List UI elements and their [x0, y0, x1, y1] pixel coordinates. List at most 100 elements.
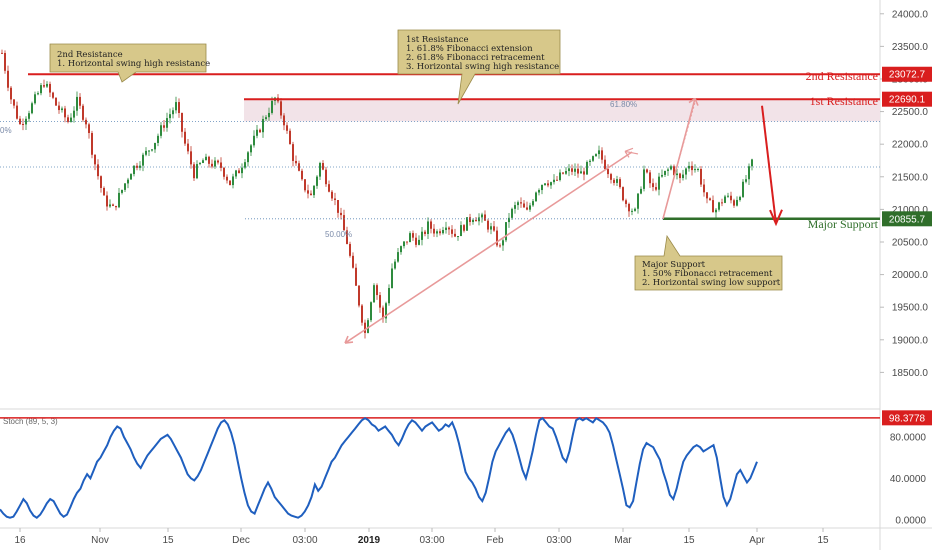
candle-body [157, 135, 159, 143]
candle-body [397, 252, 399, 262]
badge-major-support-bg [882, 211, 932, 227]
candle-body [664, 170, 666, 175]
price-axis: 18500.0 19000.0 19500.0 20000.0 20500.0 21000… [880, 9, 928, 379]
candle-body [193, 164, 195, 179]
candle-body [172, 110, 174, 115]
candle-body [163, 125, 165, 128]
candle-body [637, 193, 639, 209]
candle-body [547, 183, 549, 186]
price-tick-label: 24000.0 [892, 9, 929, 20]
stoch-tick-label: 0.0000 [895, 515, 926, 526]
candle-body [253, 135, 255, 146]
candle-body [28, 113, 30, 119]
candle-body [304, 179, 306, 191]
candle-body [697, 168, 699, 170]
candle-body [511, 208, 513, 218]
candle-body [46, 83, 48, 87]
candle-body [235, 170, 237, 177]
badge-major-support-value: 20855.7 [889, 214, 926, 225]
callout-1st-resistance-line-4: 3. Horizontal swing high resistance [406, 62, 559, 72]
candle-body [13, 99, 15, 106]
candle-body [25, 118, 27, 125]
callout-major-support-line-1: Major Support [642, 260, 706, 270]
candle-body [94, 154, 96, 165]
stoch-title: Stoch (89, 5, 3) [3, 417, 58, 426]
candle-body [97, 164, 99, 177]
candle-body [346, 230, 348, 244]
candle-body [73, 110, 75, 118]
candle-body [733, 200, 735, 206]
candle-body [202, 160, 204, 163]
fib-0-label: 0% [0, 126, 12, 135]
candle-body [220, 162, 222, 168]
candle-body [448, 227, 450, 230]
candle-body [583, 171, 585, 175]
candle-body [748, 166, 750, 180]
candle-body [475, 219, 477, 222]
candle-body [223, 167, 225, 177]
candle-body [550, 182, 552, 186]
candle-body [325, 169, 327, 185]
candle-body [592, 156, 594, 161]
candle-body [526, 207, 528, 210]
candle-body [319, 163, 321, 177]
candle-body [460, 225, 462, 237]
candle-body [244, 162, 246, 168]
candle-body [676, 173, 678, 176]
candle-body [517, 202, 519, 206]
candle-body [727, 195, 729, 197]
candle-body [250, 145, 252, 153]
candle-body [484, 214, 486, 221]
time-tick-label: 15 [683, 535, 695, 546]
candle-body [337, 200, 339, 213]
candle-body [205, 156, 207, 161]
candle-body [199, 162, 201, 165]
candle-body [478, 217, 480, 222]
candle-body [178, 102, 180, 113]
candle-body [514, 205, 516, 209]
red-projection-arrowhead [769, 209, 783, 227]
label-1st-resistance: 1st Resistance [810, 94, 878, 108]
label-2nd-resistance: 2nd Resistance [806, 69, 878, 83]
candle-body [646, 169, 648, 173]
price-tick-label: 20000.0 [892, 270, 929, 281]
candle-body [466, 217, 468, 231]
candle-body [394, 261, 396, 269]
candle-body [268, 112, 270, 118]
candle-body [643, 169, 645, 189]
badge-2nd-resistance-value: 23072.7 [889, 70, 926, 81]
candle-body [409, 233, 411, 243]
candle-body [247, 152, 249, 163]
candle-body [367, 320, 369, 333]
candle-body [286, 125, 288, 131]
candle-body [76, 96, 78, 111]
candle-body [208, 156, 210, 164]
candle-body [64, 108, 66, 118]
candle-body [241, 167, 243, 174]
candle-body [703, 184, 705, 193]
badge-stoch: 98.3778 [882, 410, 932, 426]
candle-body [211, 163, 213, 167]
candle-body [538, 190, 540, 193]
candle-body [421, 231, 423, 240]
resistance-zone [244, 99, 880, 122]
candle-body [238, 170, 240, 174]
candle-body [631, 210, 633, 212]
candle-body [388, 288, 390, 304]
candle-body [382, 307, 384, 319]
candle-body [340, 212, 342, 216]
candle-body [625, 200, 627, 204]
candle-body [691, 165, 693, 171]
candle-body [586, 161, 588, 175]
candle-body [628, 203, 630, 212]
candle-body [736, 199, 738, 206]
callout-major-support: Major Support 1. 50% Fibonacci retraceme… [634, 234, 783, 291]
candle-body [280, 101, 282, 116]
candle-body [463, 225, 465, 231]
callout-major-support-line-3: 2. Horizontal swing low support [642, 278, 781, 288]
candle-body [436, 231, 438, 234]
candle-body [298, 163, 300, 171]
time-tick-label: 16 [14, 535, 26, 546]
candle-body [106, 195, 108, 207]
candle-body [730, 195, 732, 201]
